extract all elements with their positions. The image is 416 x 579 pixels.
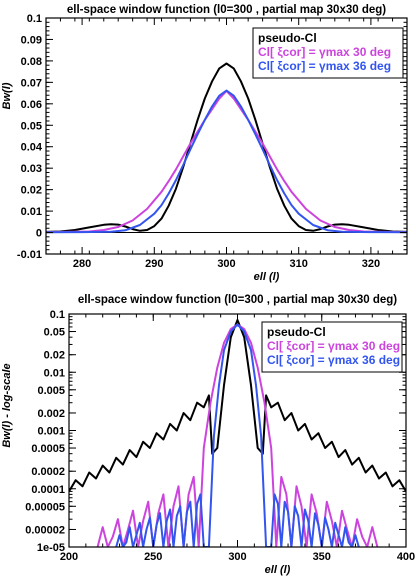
legend-box <box>252 27 404 79</box>
x-tick-label: 250 <box>144 551 162 563</box>
y-tick-label: 0 <box>36 228 42 240</box>
legend-entry-text: 36 deg <box>353 59 391 73</box>
y-tick-label: 0.002 <box>37 408 65 420</box>
legend-entry-text: pseudo-Cl <box>258 31 317 45</box>
y-tick-label: 0.1 <box>27 13 42 25</box>
y-tick-label: 0.05 <box>44 327 65 339</box>
series-line-2 <box>115 323 360 547</box>
x-tick-label: 320 <box>362 258 380 270</box>
x-tick-label: 280 <box>73 258 91 270</box>
legend-entry: pseudo-Cl <box>258 31 317 45</box>
x-axis-label: ell (l) <box>265 564 291 576</box>
legend-entry-text: 30 deg <box>353 45 391 59</box>
chart-title: ell-space window function (l0=300 , part… <box>78 294 397 306</box>
x-tick-label: 290 <box>145 258 163 270</box>
legend-entry-text: Cl[ ξcor] = γmax <box>267 353 362 367</box>
y-tick-label: 0.07 <box>21 77 42 89</box>
y-axis-label: Bw(l) - log-scale <box>1 363 13 447</box>
legend-box <box>261 321 403 373</box>
y-tick-label: 0.0005 <box>31 443 65 455</box>
y-tick-label: 0.001 <box>37 426 65 438</box>
y-tick-label: 1e-05 <box>37 542 65 554</box>
linear-window-chart: ell-space window function (l0=300 , part… <box>1 4 408 283</box>
y-tick-label: 0.01 <box>44 367 65 379</box>
x-tick-label: 200 <box>60 551 78 563</box>
log-window-chart: ell-space window function (l0=300 , part… <box>1 294 415 576</box>
x-tick-label: 310 <box>290 258 308 270</box>
y-axis-label: Bw(l) <box>1 82 13 109</box>
y-tick-label: 0.0001 <box>31 484 65 496</box>
y-tick-label: 0.06 <box>21 99 42 111</box>
y-tick-label: 0.00005 <box>25 501 65 513</box>
legend-entry: Cl[ ξcor] = γmax 30 deg <box>267 339 400 353</box>
series-line-0 <box>46 62 407 233</box>
x-axis-label: ell (l) <box>254 271 280 283</box>
y-tick-label: 0.0002 <box>31 466 65 478</box>
legend-entry: Cl[ ξcor] = γmax 36 deg <box>258 59 391 73</box>
x-tick-label: 300 <box>228 551 246 563</box>
legend-entry-text: Cl[ ξcor] = γmax <box>258 45 353 59</box>
y-tick-label: 0.005 <box>37 385 65 397</box>
y-tick-label: 0.03 <box>21 163 42 175</box>
legend-entry-text: 36 deg <box>362 353 400 367</box>
legend-entry: Cl[ ξcor] = γmax 36 deg <box>267 353 400 367</box>
x-tick-label: 400 <box>397 551 415 563</box>
y-tick-label: 0.02 <box>21 185 42 197</box>
y-tick-label: 0.1 <box>50 309 65 321</box>
legend-entry-text: pseudo-Cl <box>267 325 326 339</box>
y-tick-label: 0.04 <box>21 142 43 154</box>
y-tick-label: -0.01 <box>17 249 42 261</box>
series-line-2 <box>46 89 407 234</box>
legend-entry: Cl[ ξcor] = γmax 30 deg <box>258 45 391 59</box>
series-line-1 <box>46 89 407 234</box>
y-tick-label: 0.09 <box>21 34 42 46</box>
x-tick-label: 350 <box>313 551 331 563</box>
legend-entry-text: Cl[ ξcor] = γmax <box>267 339 362 353</box>
legend-entry-text: Cl[ ξcor] = γmax <box>258 59 353 73</box>
x-tick-label: 300 <box>217 258 235 270</box>
y-tick-label: 0.05 <box>21 120 42 132</box>
y-tick-label: 0.08 <box>21 56 42 68</box>
chart-title: ell-space window function (l0=300 , part… <box>67 4 386 16</box>
legend-entry: pseudo-Cl <box>267 325 326 339</box>
legend-entry-text: 30 deg <box>362 339 400 353</box>
y-tick-label: 0.00002 <box>25 524 65 536</box>
y-tick-label: 0.02 <box>44 350 65 362</box>
y-tick-label: 0.01 <box>21 206 42 218</box>
